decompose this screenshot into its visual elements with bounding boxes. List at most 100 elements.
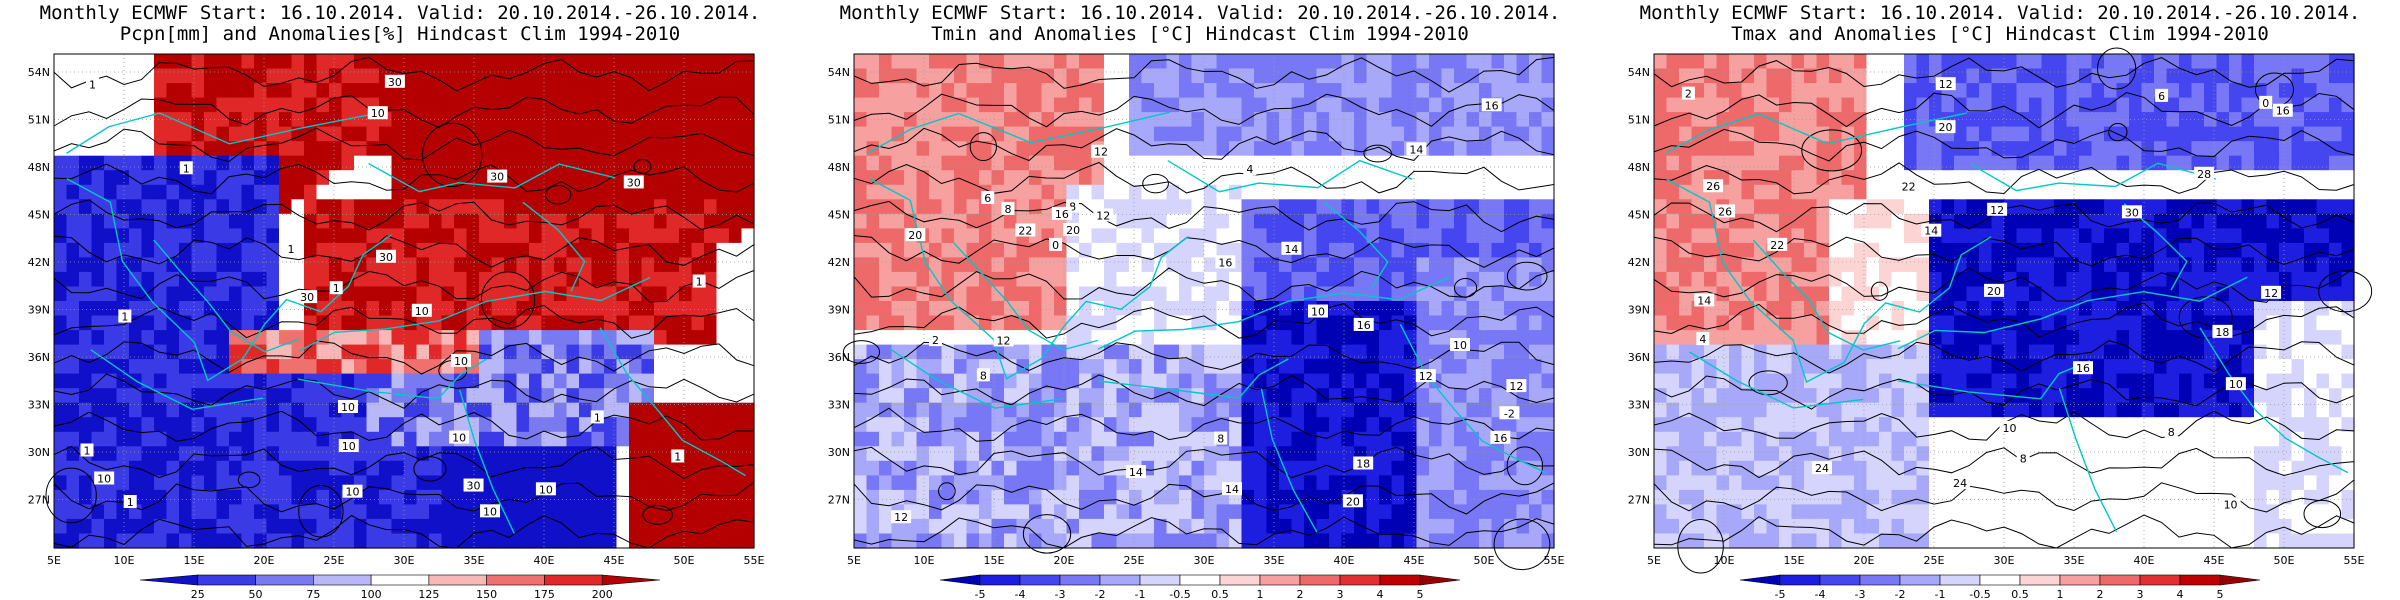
field-cell — [541, 54, 555, 70]
field-cell — [1254, 155, 1268, 171]
field-cell — [1429, 271, 1443, 287]
field-cell — [1354, 97, 1368, 113]
field-cell — [666, 344, 680, 360]
field-cell — [579, 97, 593, 113]
field-cell — [716, 330, 730, 346]
field-cell — [179, 475, 193, 491]
field-cell — [2066, 112, 2080, 128]
field-cell — [79, 402, 93, 418]
field-cell — [1141, 518, 1155, 534]
field-cell — [129, 242, 143, 258]
field-cell — [266, 504, 280, 520]
field-cell — [1104, 170, 1118, 186]
field-cell — [2116, 184, 2130, 200]
field-cell — [166, 475, 180, 491]
field-cell — [529, 533, 543, 549]
field-cell — [904, 242, 918, 258]
field-cell — [254, 141, 268, 157]
field-cell — [1191, 489, 1205, 505]
field-cell — [1991, 83, 2005, 99]
field-cell — [1666, 112, 1680, 128]
field-cell — [2329, 97, 2343, 113]
field-cell — [1041, 460, 1055, 476]
field-cell — [2116, 242, 2130, 258]
field-cell — [241, 402, 255, 418]
field-cell — [304, 257, 318, 273]
field-cell — [204, 199, 218, 215]
field-cell — [204, 155, 218, 171]
field-cell — [529, 431, 543, 447]
field-cell — [2241, 126, 2255, 142]
field-cell — [1791, 170, 1805, 186]
field-cell — [1854, 68, 1868, 84]
field-cell — [504, 228, 518, 244]
field-cell — [979, 257, 993, 273]
field-cell — [1491, 155, 1505, 171]
field-cell — [566, 402, 580, 418]
contour-line — [853, 341, 1555, 372]
field-cell — [204, 518, 218, 534]
field-cell — [566, 315, 580, 331]
field-cell — [1241, 344, 1255, 360]
field-cell — [1504, 417, 1518, 433]
field-cell — [1816, 242, 1830, 258]
field-cell — [891, 170, 905, 186]
field-cell — [1404, 126, 1418, 142]
field-cell — [216, 344, 230, 360]
contour-label-text: 16 — [1357, 319, 1371, 332]
field-cell — [1216, 402, 1230, 418]
field-cell — [179, 301, 193, 317]
field-cell — [516, 228, 530, 244]
field-cell — [79, 97, 93, 113]
field-cell — [341, 301, 355, 317]
field-cell — [1304, 126, 1318, 142]
field-cell — [704, 141, 718, 157]
field-cell — [529, 199, 543, 215]
contour-label-bg — [297, 290, 318, 304]
field-cell — [1254, 112, 1268, 128]
field-cell — [1166, 213, 1180, 229]
field-cell — [529, 344, 543, 360]
field-cell — [1279, 184, 1293, 200]
field-cell — [1879, 242, 1893, 258]
field-cell — [2104, 170, 2118, 186]
field-cell — [154, 228, 168, 244]
field-cell — [891, 388, 905, 404]
field-cell — [1741, 155, 1755, 171]
field-cell — [691, 141, 705, 157]
field-cell — [1166, 170, 1180, 186]
field-cell — [2304, 228, 2318, 244]
field-cell — [929, 504, 943, 520]
field-cell — [1904, 126, 1918, 142]
field-cell — [1691, 199, 1705, 215]
field-cell — [341, 54, 355, 70]
field-cell — [1029, 330, 1043, 346]
field-cell — [1391, 344, 1405, 360]
field-cell — [241, 170, 255, 186]
field-cell — [1066, 155, 1080, 171]
field-cell — [566, 431, 580, 447]
field-cell — [941, 402, 955, 418]
contour-label-text: 14 — [1409, 143, 1423, 156]
field-cell — [204, 417, 218, 433]
field-cell — [679, 388, 693, 404]
field-cell — [1229, 271, 1243, 287]
field-cell — [1229, 112, 1243, 128]
field-cell — [741, 228, 755, 244]
field-cell — [1091, 54, 1105, 70]
colorbar-segment — [1219, 574, 1261, 586]
field-cell — [2054, 199, 2068, 215]
field-cell — [154, 141, 168, 157]
field-cell — [454, 213, 468, 229]
field-cell — [191, 271, 205, 287]
field-cell — [654, 359, 668, 375]
field-cell — [1416, 344, 1430, 360]
field-cell — [741, 315, 755, 331]
field-cell — [1354, 518, 1368, 534]
field-cell — [129, 330, 143, 346]
field-cell — [1404, 475, 1418, 491]
field-cell — [479, 97, 493, 113]
field-cell — [541, 126, 555, 142]
field-cell — [1166, 68, 1180, 84]
